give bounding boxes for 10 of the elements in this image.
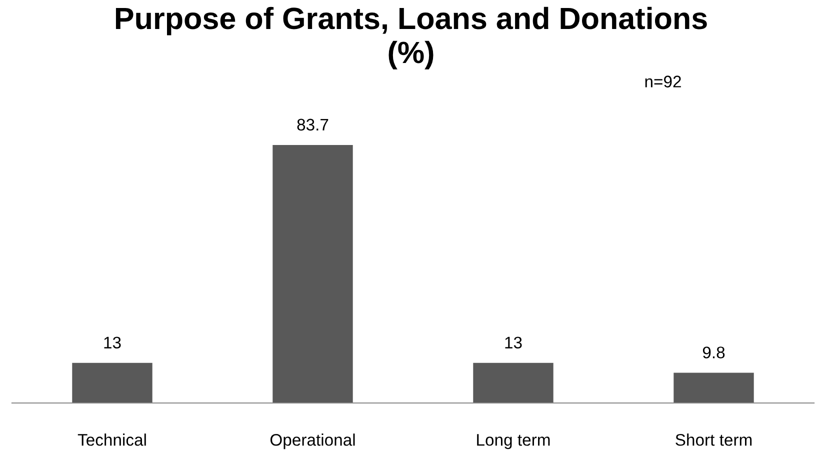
x-tick-label: Long term (477, 434, 550, 450)
x-tick-label: Short term (676, 434, 752, 446)
data-label: 13 (505, 336, 522, 349)
x-tick-label: Operational (270, 434, 355, 450)
text: n=92 (645, 76, 681, 88)
data-label: 9.8 (702, 346, 725, 358)
chart-title: Purpose of Grants, Loans and Donations (%) (116, 6, 707, 70)
x-tick-label: Technical (78, 434, 146, 446)
data-label: 83.7 (297, 118, 328, 131)
data-label: 13 (104, 336, 121, 349)
